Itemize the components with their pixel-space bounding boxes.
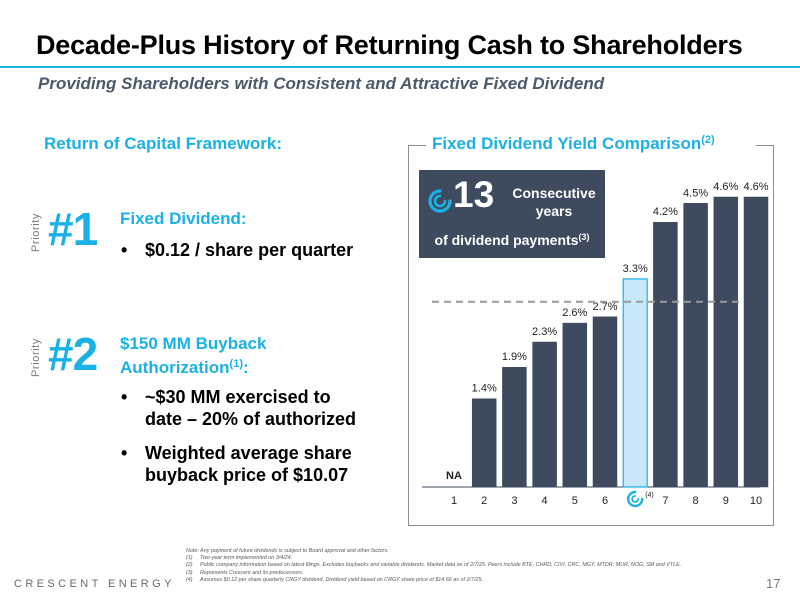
bar-7 xyxy=(653,221,678,488)
bar-value-label: 2.7% xyxy=(592,301,617,313)
footnotes: Note: Any payment of future dividends is… xyxy=(186,548,745,584)
category-label: 2 xyxy=(481,495,487,507)
highlight-footnote-ref: (4) xyxy=(645,492,654,499)
bar-value-label: 3.3% xyxy=(623,263,648,275)
bar-3 xyxy=(502,366,527,488)
brand-logo-text: CRESCENT ENERGY xyxy=(14,578,175,590)
page-title: Decade-Plus History of Returning Cash to… xyxy=(36,30,743,60)
bar-crgy xyxy=(622,278,648,488)
consecutive-years-callout: 13 Consecutive years of dividend payment… xyxy=(419,170,605,258)
chart-frame xyxy=(408,145,774,526)
bar-10 xyxy=(743,196,769,488)
priority-label-1: Priority xyxy=(30,212,42,252)
bar-value-label: 4.6% xyxy=(713,181,738,193)
category-label: 9 xyxy=(723,495,729,507)
fixed-dividend-heading: Fixed Dividend: xyxy=(120,209,247,228)
category-label: 6 xyxy=(602,495,608,507)
bar-2 xyxy=(471,398,497,488)
bar-4 xyxy=(532,341,557,488)
bar-value-label: 1.4% xyxy=(472,383,497,395)
bar-value-label: 4.6% xyxy=(743,181,768,193)
category-label: 4 xyxy=(542,495,548,507)
page-number: 17 xyxy=(766,576,781,591)
buyback-heading: $150 MM Buyback Authorization(1): xyxy=(120,334,267,377)
bar-value-label: 1.9% xyxy=(502,351,527,363)
crescent-logo-icon xyxy=(627,490,644,508)
page-subtitle: Providing Shareholders with Consistent a… xyxy=(38,74,605,93)
consecutive-years-label: Consecutive years xyxy=(512,185,596,219)
priority-label-2: Priority xyxy=(30,337,42,377)
bar-value-label: 4.5% xyxy=(683,187,708,199)
bar-8 xyxy=(683,203,708,488)
title-divider xyxy=(0,66,800,68)
footnote-1: (1) Two-year term implemented on 3/4/24. xyxy=(186,555,293,562)
dividend-payments-label: of dividend payments(3) xyxy=(434,232,590,248)
priority-number-1: #1 xyxy=(48,203,98,255)
crescent-logo-icon xyxy=(428,189,452,213)
bar-value-label: 4.2% xyxy=(653,206,678,218)
category-label: 7 xyxy=(662,495,668,507)
bar-6 xyxy=(592,316,618,488)
footnote-3: (3) Represents Crescent and its predecess… xyxy=(186,569,304,576)
bar-value-label: 2.6% xyxy=(562,307,587,319)
dividend-yield-bar-chart: NA 1 1.4% 2 1.9% 3 2.3% 4 2.6% 5 2.7% 6 3.3% (4) 4.2% 7… xyxy=(422,181,769,508)
category-label: 10 xyxy=(750,495,762,507)
bar-value-label: NA xyxy=(446,470,462,482)
framework-heading: Return of Capital Framework: xyxy=(44,134,283,153)
footnote-4: (4) Assumes $0.12 per share quarterly CRG… xyxy=(186,576,483,583)
buyback-bullet-exercised: • ~$30 MM exercised to date – 20% of autho… xyxy=(121,387,357,429)
fixed-dividend-bullet: • $0.12 / share per quarter xyxy=(121,240,354,260)
category-label: 1 xyxy=(451,495,457,507)
bar-value-label: 2.3% xyxy=(532,326,557,338)
buyback-bullet-price: • Weighted average share buyback price of … xyxy=(121,443,352,485)
chart-heading: Fixed Dividend Yield Comparison(2) xyxy=(432,134,715,153)
priority-number-2: #2 xyxy=(48,328,98,380)
category-label: 8 xyxy=(693,495,699,507)
footnote-2: (2) Public company information based on l… xyxy=(186,562,682,569)
category-label: 5 xyxy=(572,495,578,507)
footnote-intro: Note: Any payment of future dividends is… xyxy=(186,548,389,554)
consecutive-years-number: 13 xyxy=(453,174,495,215)
bar-5 xyxy=(562,322,588,488)
bar-9 xyxy=(713,196,739,488)
category-label: 3 xyxy=(511,495,517,507)
